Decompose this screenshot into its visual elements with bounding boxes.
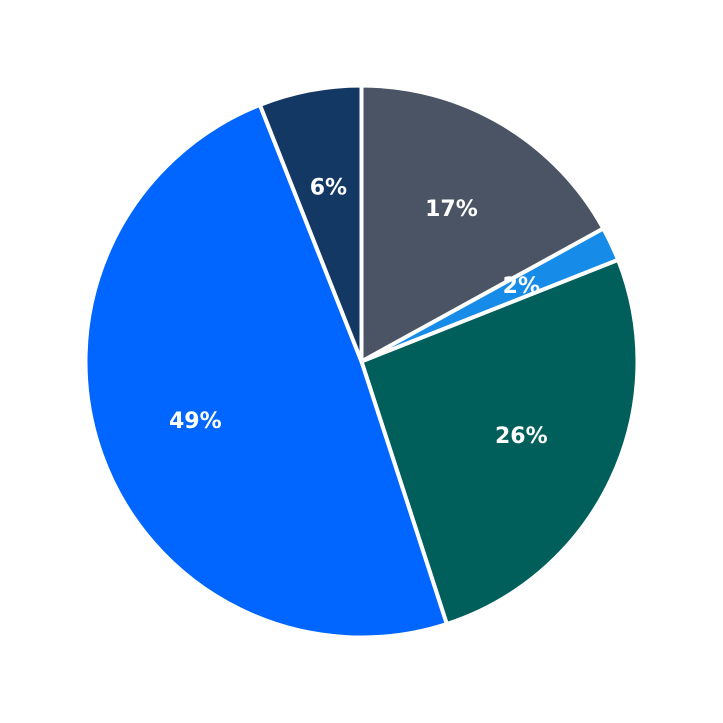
pie-slice-label-1: 2% [503,274,540,299]
pie-slice-3 [83,102,449,640]
pie-slice-labels: 17% 2% 26% 49% 6% [169,175,548,449]
pie-slice-label-4: 6% [310,175,347,200]
pie-slices [83,83,640,640]
pie-slice-label-2: 26% [495,424,548,449]
pie-slice-label-3: 49% [169,409,222,434]
pie-slice-2 [359,257,640,626]
pie-slice-4 [257,83,364,364]
pie-slice-0 [359,83,606,364]
pie-slice-label-0: 17% [425,197,478,222]
